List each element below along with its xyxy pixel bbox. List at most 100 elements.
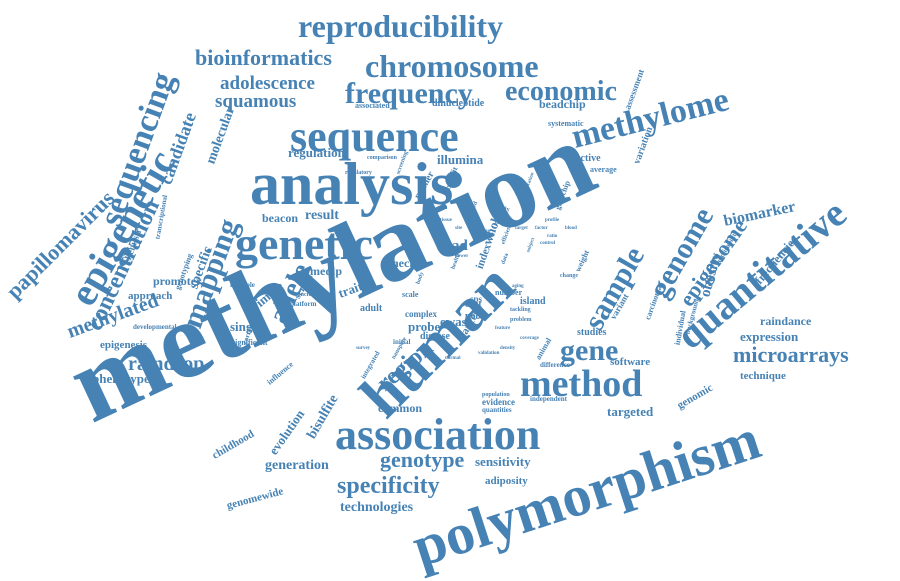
word-population: population [482,392,510,399]
word-illumina: illumina [437,151,484,167]
word-promoter: promoter [153,274,202,289]
word-control: control [540,241,556,246]
word-specificity: specificity [337,472,440,499]
word-sps: sps [470,293,483,304]
word-cell: cell [440,206,448,211]
word-microarrays: microarrays [733,342,849,368]
word-reproducibility: reproducibility [298,8,504,45]
word-adult: adult [360,303,383,314]
word-quantities: quantities [482,406,512,415]
word-epigenesis: epigenesis [100,339,148,352]
word-regulatory: regulatory [345,170,372,177]
word-independent: independent [530,395,567,404]
word-effective: effective [565,153,601,164]
word-genomewide: genomewide [225,485,285,513]
word-sequence: sequence [290,111,459,161]
word-approach: approach [128,290,173,303]
word-disease: disease [420,331,450,342]
word-identify: identify [490,207,510,214]
word-adiposity: adiposity [485,475,528,488]
word-scale: scale [402,289,419,299]
word-targeted: targeted [607,403,654,419]
word-problem: problem [510,317,532,324]
word-squamous: squamous [215,90,297,112]
word-feature: feature [495,326,511,331]
word-beadchip: beadchip [539,97,586,112]
word-common: common [378,401,422,416]
word-chromosome: chromosome [365,48,539,85]
word-medip: medip [310,264,343,279]
word-cost: cost [465,299,482,310]
word-systematic: systematic [548,118,584,128]
word-complex: complex [405,308,437,319]
word-probe: probe [408,318,441,334]
word-neck: neck [392,256,416,271]
word-head: head [437,238,468,254]
word-initial: initial [393,338,411,347]
word-power: power [455,254,469,259]
word-conclusion: conclusion [295,292,323,299]
word-coverage: coverage [520,336,539,341]
word-studies: studies [577,327,607,338]
word-normal: normal [445,356,461,361]
word-tissue: tissue [440,218,452,223]
word-software: software [610,356,651,369]
word-significant: significant [232,337,268,347]
word-mice: mice [455,246,465,251]
word-bioinformatics: bioinformatics [195,45,332,71]
word-multiple: multiple [230,281,255,290]
word-sensitivity: sensitivity [475,453,531,469]
word-density: density [500,346,516,351]
word-change: change [560,273,578,280]
word-raindrop: raindrop [128,353,205,375]
word-evidence: evidence [482,396,515,407]
word-array: array [478,229,490,234]
word-comparison: comparison [367,155,397,162]
word-ewas: ewas [440,313,467,329]
word-blood: blood [565,226,577,231]
word-molecular: molecular [203,104,239,166]
word-gene: gene [560,334,619,367]
word-average: average [590,164,617,174]
word-genetic: genetic [235,218,373,270]
word-pool: pool [465,311,484,322]
word-island: island [520,296,546,307]
word-phenotype: phenotype [92,370,150,386]
word-tackling: tackling [510,307,531,314]
word-adolescence: adolescence [220,72,315,94]
word-beacon: beacon [262,211,298,226]
word-factor: factor [535,226,548,231]
word-technique: technique [740,370,786,383]
word-validation: validation [478,351,500,356]
word-sample: sample [577,241,652,336]
word-target: target [515,226,528,231]
word-association: association [335,409,541,459]
word-economic: economic [505,75,617,107]
word-genomic: genomic [675,381,715,412]
word-technologies: technologies [340,499,414,515]
word-raindance: raindance [760,314,812,329]
word-childhood: childhood [210,428,257,462]
word-single: single [230,318,262,334]
word-dinucleotide: dinucleotide [432,98,485,109]
word-expression: expression [740,328,799,344]
word-difference: difference [540,361,570,370]
word-regulation: regulation [288,144,345,160]
word-developmental: developmental [133,323,177,332]
word-genotype: genotype [380,447,465,473]
word-evolution: evolution [265,406,308,458]
word-ratio: ratio [547,234,558,239]
word-survey: survey [356,346,371,351]
word-design: design [495,221,509,226]
word-weight: weight [573,248,592,273]
word-aging: aging [512,284,524,289]
word-number: number [495,287,523,297]
word-generation: generation [265,457,329,473]
word-method: method [520,362,643,405]
word-frequency: frequency [345,77,473,110]
word-associated: associated [355,100,390,110]
word-result: result [305,207,339,223]
word-site: site [455,226,463,231]
word-profile: profile [545,218,560,223]
